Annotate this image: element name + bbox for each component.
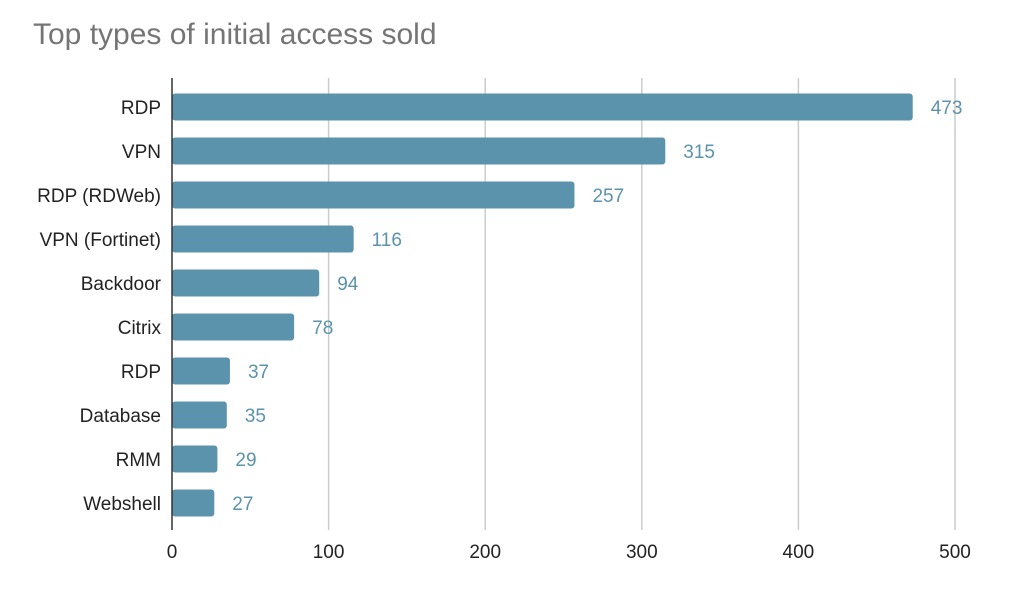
value-labels: 473 315 257 116 94 78 37 35 29 27 [232,98,962,515]
bar [172,489,215,517]
category-label: Webshell [83,494,161,515]
value-label: 473 [931,98,963,119]
bar [172,137,666,165]
x-tick-label: 0 [167,542,178,563]
value-label: 315 [683,142,715,163]
category-label: RDP [121,362,161,383]
category-label: RDP (RDWeb) [37,186,161,207]
x-tick-label: 400 [783,542,815,563]
bar [172,181,575,209]
value-label: 116 [372,230,402,251]
bar [172,445,218,473]
category-label: VPN (Fortinet) [40,230,161,251]
bar [172,313,295,341]
category-label: Citrix [118,318,162,339]
x-tick-label: 100 [313,542,345,563]
x-tick-label: 300 [626,542,658,563]
category-labels: RDP VPN RDP (RDWeb) VPN (Fortinet) Backdoor C… [37,98,162,515]
bars [172,93,913,517]
value-label: 78 [312,318,333,339]
x-tick-label: 500 [939,542,971,563]
x-tick-labels: 0 100 200 300 400 500 [167,542,971,563]
category-label: RDP [121,98,161,119]
value-label: 27 [232,494,253,515]
bar [172,357,230,385]
bar [172,401,227,429]
category-label: Database [80,406,161,427]
category-label: VPN [122,142,161,163]
bar [172,93,913,121]
value-label: 35 [245,406,266,427]
value-label: 94 [337,274,359,295]
value-label: 29 [235,450,256,471]
value-label: 37 [248,362,269,383]
bar [172,269,320,297]
category-label: RMM [116,450,161,471]
bar [172,225,354,253]
category-label: Backdoor [81,274,162,295]
value-label: 257 [592,186,624,207]
chart-title: Top types of initial access sold [33,18,437,51]
x-tick-label: 200 [469,542,501,563]
